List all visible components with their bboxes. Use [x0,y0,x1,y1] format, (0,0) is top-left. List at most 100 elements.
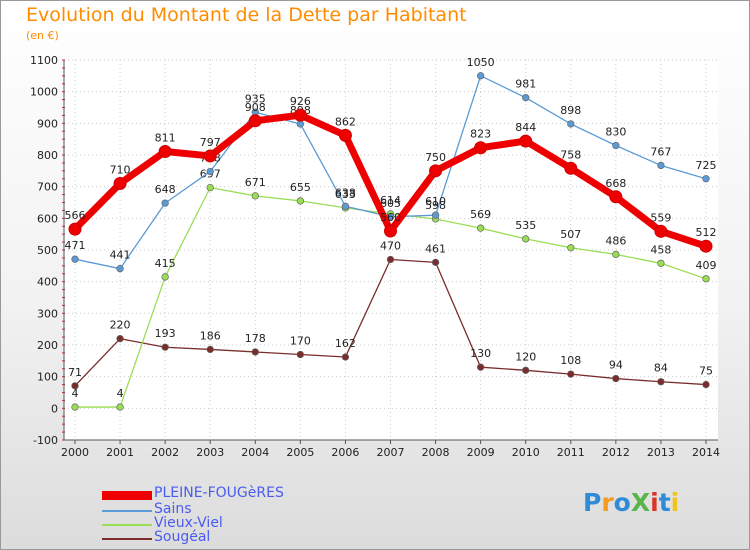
data-point-sains [657,161,665,170]
data-point-vieux-viel [522,235,530,243]
data-point-soug-al [612,374,620,383]
data-label-sains: 471 [65,239,86,252]
data-label-vieux-viel: 486 [605,234,626,247]
data-label-vieux-viel: 569 [470,208,491,221]
logo-letter: t [658,488,671,517]
data-point-vieux-viel [71,403,79,411]
data-label-soug-al: 71 [68,366,82,379]
legend-swatch [102,490,152,500]
data-point-pleine-foug-res [474,141,488,155]
data-label-vieux-viel: 4 [72,387,79,400]
data-label-vieux-viel: 507 [560,228,581,241]
data-label-pleine-foug-res: 668 [605,177,626,190]
data-point-sains [702,175,710,183]
data-point-soug-al [386,255,395,264]
logo-letter: P [583,488,602,517]
data-label-soug-al: 94 [609,359,623,372]
data-label-pleine-foug-res: 512 [696,226,717,239]
data-label-sains: 441 [110,249,131,262]
data-label-sains: 935 [245,92,266,105]
data-point-pleine-foug-res [609,190,623,204]
y-tick-label: 100 [37,371,58,384]
logo-letter: i [650,488,659,517]
logo-letter: i [670,488,680,517]
data-label-sains: 610 [425,195,446,208]
data-label-soug-al: 470 [380,240,401,253]
data-point-soug-al [341,353,350,361]
data-label-sains: 981 [515,78,536,91]
data-label-sains: 830 [605,126,626,139]
y-tick-label: 600 [37,212,58,225]
data-point-pleine-foug-res [203,149,217,163]
x-tick-label: 2004 [241,446,269,459]
data-point-pleine-foug-res [113,177,127,190]
data-label-pleine-foug-res: 710 [110,164,131,177]
data-label-soug-al: 193 [155,327,176,340]
data-label-vieux-viel: 458 [650,243,671,256]
data-point-soug-al [657,378,665,386]
data-point-sains [161,199,169,207]
data-label-pleine-foug-res: 844 [515,121,536,134]
data-point-pleine-foug-res [429,164,443,178]
data-point-pleine-foug-res [338,128,352,142]
data-label-vieux-viel: 614 [380,194,401,207]
y-tick-label: 700 [37,181,58,194]
y-tick-label: 400 [37,276,58,289]
x-tick-label: 2008 [422,446,450,459]
y-tick-label: 1000 [30,86,58,99]
data-point-vieux-viel [116,403,124,411]
y-tick-label: 200 [37,339,58,352]
data-point-vieux-viel [567,244,575,252]
data-point-pleine-foug-res [158,145,172,159]
logo-letter: o [613,488,631,517]
data-label-sains: 638 [335,186,356,199]
data-point-pleine-foug-res [699,239,713,253]
data-label-soug-al: 461 [425,242,446,255]
x-tick-label: 2001 [106,446,134,459]
legend-swatch [102,510,152,512]
legend-label: Sains [154,501,192,517]
data-label-pleine-foug-res: 926 [290,95,311,108]
data-label-pleine-foug-res: 560 [380,211,401,224]
proxiti-logo: ProXiti [583,488,679,517]
data-label-soug-al: 130 [470,347,491,360]
data-label-pleine-foug-res: 823 [470,128,491,141]
y-tick-label: 900 [37,117,58,130]
x-tick-label: 2007 [377,446,405,459]
data-label-soug-al: 84 [654,362,668,375]
data-point-sains [522,94,530,102]
data-label-soug-al: 170 [290,335,311,348]
data-label-pleine-foug-res: 811 [155,132,176,145]
data-label-sains: 898 [560,104,581,117]
x-tick-label: 2011 [557,446,585,459]
data-point-sains [567,120,575,128]
data-label-sains: 1050 [467,56,495,69]
data-point-sains [341,202,350,210]
data-label-soug-al: 75 [699,365,713,378]
data-label-pleine-foug-res: 758 [560,148,581,161]
data-point-pleine-foug-res [654,224,668,238]
x-tick-label: 2003 [196,446,224,459]
data-point-vieux-viel [161,273,169,281]
data-point-sains [116,265,124,273]
legend-label: Sougéal [154,529,211,545]
data-point-vieux-viel [206,183,214,192]
data-label-soug-al: 220 [110,319,131,332]
data-label-soug-al: 108 [560,354,581,367]
x-tick-label: 2012 [602,446,630,459]
data-point-vieux-viel [702,275,710,283]
data-label-pleine-foug-res: 559 [650,211,671,224]
data-label-pleine-foug-res: 750 [425,151,446,164]
y-tick-label: 800 [37,149,58,162]
data-point-sains [431,211,440,219]
x-tick-label: 2009 [467,446,495,459]
data-point-pleine-foug-res [384,224,397,238]
data-point-soug-al [161,343,169,351]
data-label-soug-al: 186 [200,329,221,342]
data-point-sains [476,72,485,80]
chart-title: Evolution du Montant de la Dette par Hab… [26,4,467,26]
data-point-sains [296,120,305,128]
data-label-vieux-viel: 4 [117,387,124,400]
y-tick-label: 1100 [30,54,58,67]
